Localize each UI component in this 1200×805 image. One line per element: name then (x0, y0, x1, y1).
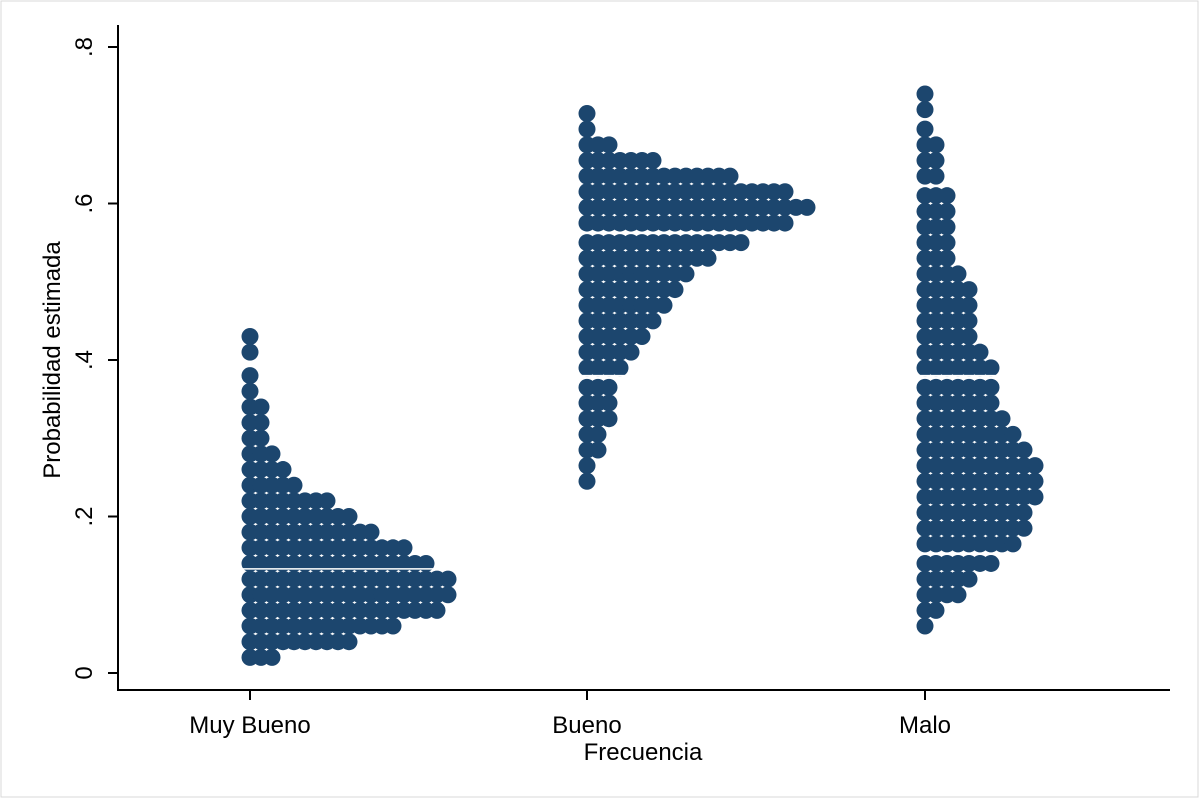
data-point (252, 429, 270, 447)
data-point (916, 617, 934, 635)
data-point (241, 367, 259, 385)
data-point (699, 249, 717, 267)
data-point (982, 394, 1000, 412)
data-point (666, 281, 684, 299)
x-tick-label: Bueno (552, 712, 621, 739)
data-point (589, 441, 607, 459)
data-point (384, 617, 402, 635)
data-point (340, 508, 358, 525)
series-malo (916, 85, 1044, 635)
data-point (927, 136, 945, 154)
data-point (439, 570, 457, 588)
data-point (241, 343, 259, 361)
y-tick-label: .8 (71, 37, 98, 57)
data-point (927, 167, 945, 185)
data-point (971, 343, 989, 361)
data-point (362, 523, 380, 541)
data-point (644, 312, 662, 330)
data-point (776, 183, 794, 201)
data-point (285, 476, 303, 494)
data-point (578, 120, 596, 138)
data-point (927, 151, 945, 169)
data-point (263, 445, 281, 463)
data-point (982, 359, 1000, 377)
y-tick-label: .4 (71, 350, 98, 370)
data-point (982, 378, 1000, 396)
data-point (982, 554, 1000, 572)
data-point (644, 151, 662, 169)
data-point (655, 296, 673, 314)
data-point (938, 249, 956, 267)
data-point (916, 85, 934, 103)
data-point (938, 202, 956, 220)
y-tick-label: .6 (71, 193, 98, 213)
data-point (589, 425, 607, 443)
data-point (241, 328, 259, 346)
data-point (1004, 425, 1022, 443)
data-point (721, 167, 739, 185)
data-point (1026, 472, 1044, 490)
data-point (252, 414, 270, 432)
data-point (241, 382, 259, 400)
data-point (600, 410, 618, 428)
data-point (578, 457, 596, 475)
data-point (600, 378, 618, 396)
y-tick-label: 0 (71, 666, 98, 679)
x-tick-label: Malo (899, 712, 951, 739)
y-axis-title: Probabilidad estimada (39, 241, 66, 479)
data-point (960, 296, 978, 314)
data-point (938, 187, 956, 205)
data-point (1015, 504, 1033, 522)
data-point (960, 570, 978, 588)
data-point (960, 281, 978, 299)
data-point (395, 539, 413, 557)
data-point (949, 265, 967, 283)
data-point (732, 234, 750, 252)
data-point (428, 601, 446, 619)
series-bueno (578, 105, 816, 490)
data-point (252, 398, 270, 416)
data-point (600, 136, 618, 154)
data-point (1015, 519, 1033, 537)
data-point (1015, 441, 1033, 459)
data-point (263, 648, 281, 666)
data-point (993, 410, 1011, 428)
data-point (439, 586, 457, 604)
y-tick-label: .2 (71, 506, 98, 526)
data-point (916, 101, 934, 119)
data-point (949, 586, 967, 604)
data-point (798, 198, 816, 216)
data-point (927, 601, 945, 619)
data-point (916, 120, 934, 138)
data-point (578, 105, 596, 123)
data-point (417, 554, 435, 572)
data-point (1026, 488, 1044, 506)
series-muy-bueno (241, 328, 457, 666)
data-point (938, 218, 956, 236)
data-point (600, 394, 618, 412)
x-tick-label: Muy Bueno (189, 712, 310, 739)
data-point (938, 234, 956, 252)
data-point (1004, 535, 1022, 553)
data-point (318, 492, 336, 510)
data-point (677, 265, 695, 283)
x-axis-title: Frecuencia (584, 739, 703, 766)
data-point (633, 328, 651, 346)
dots-layer (241, 85, 1044, 666)
data-point (611, 359, 629, 377)
data-point (960, 328, 978, 346)
data-point (622, 343, 640, 361)
data-point (578, 472, 596, 490)
data-point (960, 312, 978, 330)
y-ticks: 0 .2 .4 .6 .8 (71, 37, 118, 680)
data-point (274, 461, 292, 479)
median-layer (240, 374, 1045, 570)
x-ticks: Muy Bueno Bueno Malo (189, 690, 951, 739)
data-point (1026, 457, 1044, 475)
data-point (776, 214, 794, 232)
data-point (340, 633, 358, 651)
